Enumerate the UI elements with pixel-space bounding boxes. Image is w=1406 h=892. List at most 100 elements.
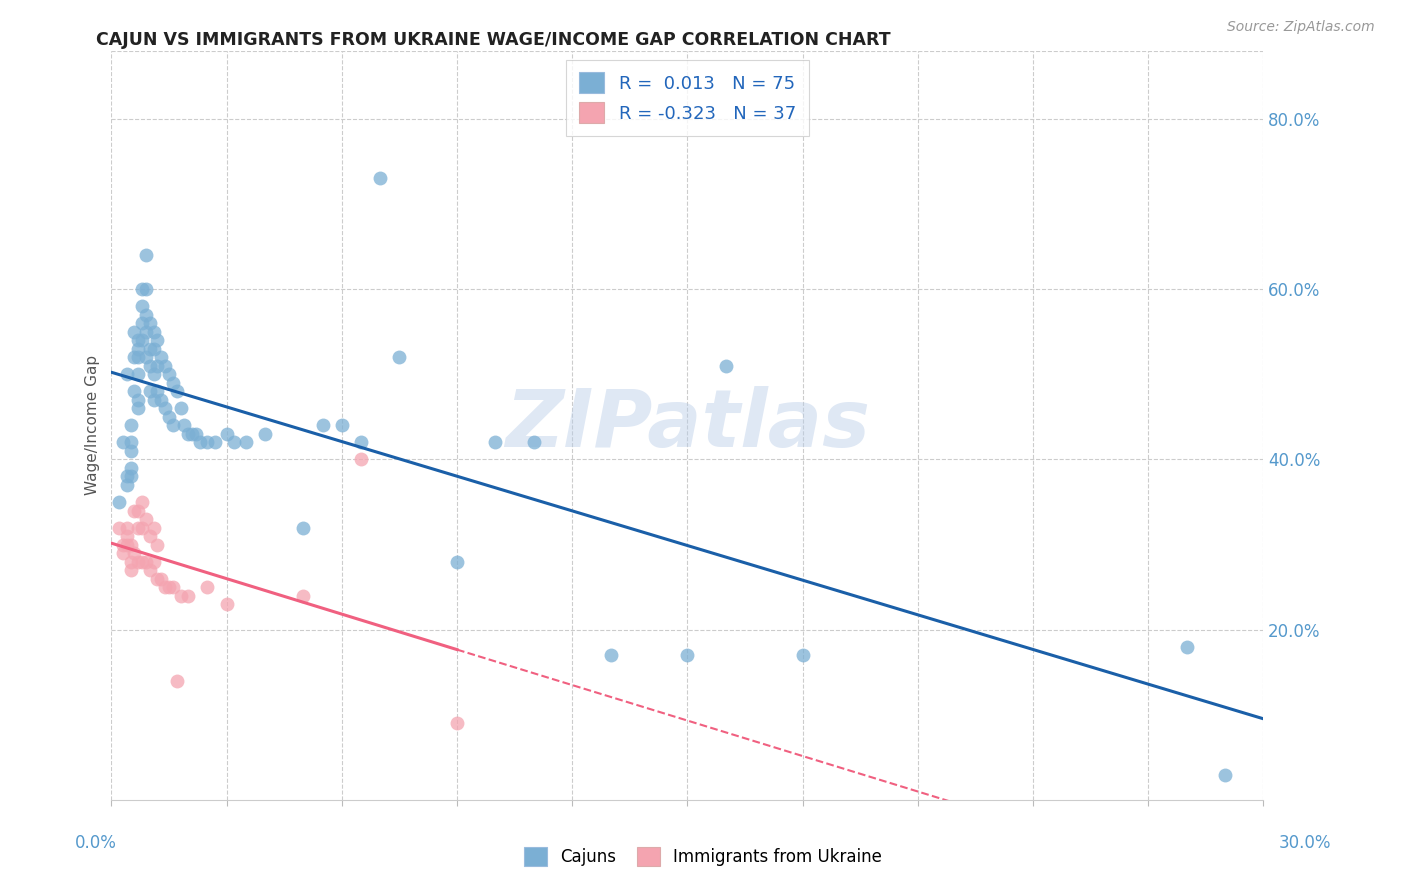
Point: [131, 282, 153, 296]
Point: [115, 478, 138, 492]
Point: [142, 392, 165, 407]
Point: [135, 351, 157, 365]
Point: [446, 555, 468, 569]
Point: [599, 648, 621, 663]
Point: [131, 299, 153, 313]
Point: [146, 572, 169, 586]
Point: [127, 503, 149, 517]
Point: [197, 435, 219, 450]
Point: [108, 520, 131, 534]
Point: [146, 333, 169, 347]
Point: [131, 520, 153, 534]
Point: [139, 359, 162, 373]
Point: [184, 426, 207, 441]
Point: [292, 520, 315, 534]
Point: [215, 597, 238, 611]
Point: [368, 171, 391, 186]
Point: [120, 563, 142, 577]
Point: [139, 342, 162, 356]
Point: [714, 359, 737, 373]
Point: [484, 435, 506, 450]
Point: [124, 351, 146, 365]
Point: [131, 316, 153, 330]
Point: [676, 648, 699, 663]
Point: [153, 401, 176, 416]
Text: ZIPatlas: ZIPatlas: [505, 386, 870, 465]
Point: [127, 351, 149, 365]
Point: [108, 495, 131, 509]
Point: [166, 673, 188, 688]
Point: [330, 418, 353, 433]
Point: [188, 435, 211, 450]
Point: [127, 368, 149, 382]
Point: [135, 248, 157, 262]
Point: [115, 529, 138, 543]
Point: [177, 426, 200, 441]
Legend: R =  0.013   N = 75, R = -0.323   N = 37: R = 0.013 N = 75, R = -0.323 N = 37: [567, 60, 808, 136]
Legend: Cajuns, Immigrants from Ukraine: Cajuns, Immigrants from Ukraine: [517, 840, 889, 873]
Point: [135, 555, 157, 569]
Y-axis label: Wage/Income Gap: Wage/Income Gap: [86, 355, 100, 495]
Point: [215, 426, 238, 441]
Point: [162, 418, 184, 433]
Point: [115, 538, 138, 552]
Point: [124, 546, 146, 560]
Point: [153, 580, 176, 594]
Point: [115, 368, 138, 382]
Point: [150, 392, 173, 407]
Point: [131, 333, 153, 347]
Point: [235, 435, 257, 450]
Point: [124, 325, 146, 339]
Point: [169, 401, 191, 416]
Point: [224, 435, 246, 450]
Text: 0.0%: 0.0%: [75, 834, 117, 852]
Point: [120, 435, 142, 450]
Point: [139, 384, 162, 399]
Text: 30.0%: 30.0%: [1278, 834, 1331, 852]
Point: [157, 409, 180, 424]
Point: [388, 351, 411, 365]
Point: [142, 555, 165, 569]
Point: [173, 418, 195, 433]
Point: [150, 572, 173, 586]
Point: [127, 342, 149, 356]
Point: [115, 469, 138, 483]
Point: [127, 392, 149, 407]
Point: [120, 469, 142, 483]
Point: [523, 435, 546, 450]
Point: [139, 563, 162, 577]
Point: [181, 426, 204, 441]
Point: [127, 401, 149, 416]
Point: [120, 538, 142, 552]
Point: [1213, 767, 1236, 781]
Text: CAJUN VS IMMIGRANTS FROM UKRAINE WAGE/INCOME GAP CORRELATION CHART: CAJUN VS IMMIGRANTS FROM UKRAINE WAGE/IN…: [96, 31, 890, 49]
Point: [131, 555, 153, 569]
Point: [111, 435, 134, 450]
Point: [142, 520, 165, 534]
Point: [139, 316, 162, 330]
Point: [153, 359, 176, 373]
Point: [142, 368, 165, 382]
Point: [135, 325, 157, 339]
Point: [142, 325, 165, 339]
Point: [139, 529, 162, 543]
Point: [146, 384, 169, 399]
Point: [146, 359, 169, 373]
Point: [253, 426, 276, 441]
Point: [120, 461, 142, 475]
Point: [1175, 640, 1198, 654]
Point: [150, 351, 173, 365]
Point: [120, 418, 142, 433]
Point: [120, 444, 142, 458]
Point: [162, 376, 184, 390]
Point: [157, 580, 180, 594]
Point: [111, 546, 134, 560]
Point: [292, 589, 315, 603]
Point: [446, 716, 468, 731]
Text: Source: ZipAtlas.com: Source: ZipAtlas.com: [1227, 20, 1375, 34]
Point: [124, 503, 146, 517]
Point: [111, 538, 134, 552]
Point: [311, 418, 333, 433]
Point: [142, 342, 165, 356]
Point: [204, 435, 226, 450]
